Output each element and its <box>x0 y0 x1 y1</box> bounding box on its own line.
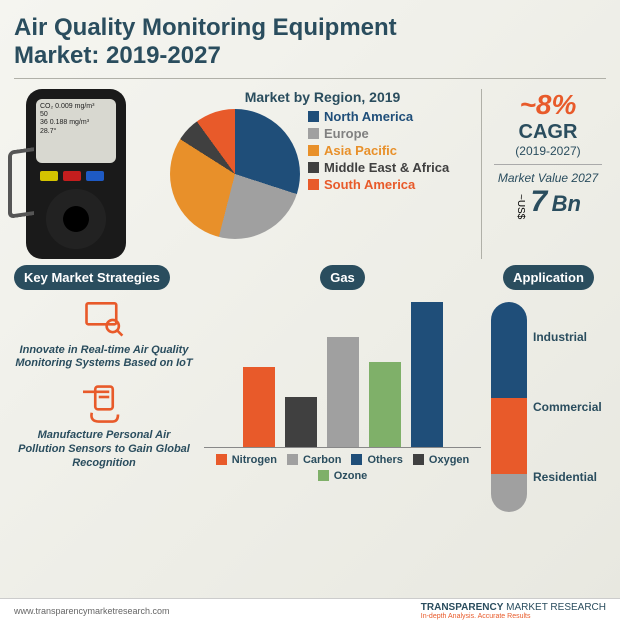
cagr-label: CAGR <box>490 121 606 144</box>
cagr-period: (2019-2027) <box>490 144 606 158</box>
pie-chart-title: Market by Region, 2019 <box>170 89 475 105</box>
page-title-line2: Market: 2019-2027 <box>14 42 606 70</box>
gas-bar <box>369 362 401 447</box>
gas-legend: Nitrogen Carbon Others Oxygen Ozone <box>204 454 481 482</box>
region-pie-chart <box>170 109 300 239</box>
gas-bar <box>411 302 443 447</box>
strategies-header: Key Market Strategies <box>14 265 170 290</box>
application-panel: Application Industrial Commercial Resident… <box>491 265 606 512</box>
gas-bar <box>243 367 275 447</box>
application-label: Commercial <box>533 400 602 414</box>
application-label: Residential <box>533 470 602 484</box>
footer-url: www.transparencymarketresearch.com <box>14 606 170 616</box>
application-labels: Industrial Commercial Residential <box>533 302 602 512</box>
gas-bar <box>285 397 317 447</box>
page-title-line1: Air Quality Monitoring Equipment <box>14 14 606 42</box>
legend-item: Ozone <box>318 470 368 482</box>
application-segment <box>491 474 527 512</box>
legend-item: Oxygen <box>413 454 469 466</box>
footer: www.transparencymarketresearch.com TRANS… <box>0 598 620 622</box>
metrics-panel: ~8% CAGR (2019-2027) Market Value 2027 ~… <box>481 89 606 259</box>
strategy-item: Innovate in Real-time Air Quality Monito… <box>14 298 194 372</box>
footer-logo: TRANSPARENCY MARKET RESEARCH In-depth An… <box>421 602 606 620</box>
device-screen: CO₂ 0.009 mg/m³ 50 36 0.188 mg/m³ 28.7° <box>36 99 116 163</box>
region-legend: North America Europe Asia Pacific Middle Ea… <box>308 109 449 239</box>
legend-item: Others <box>351 454 402 466</box>
legend-item: Asia Pacific <box>308 143 449 158</box>
title-block: Air Quality Monitoring Equipment Market:… <box>14 14 606 70</box>
cagr-value: ~8% <box>490 89 606 121</box>
device-buttons <box>40 171 104 181</box>
strategies-panel: Key Market Strategies Innovate in Real-t… <box>14 265 194 512</box>
monitor-search-icon <box>83 298 125 340</box>
gas-chart-header: Gas <box>320 265 365 290</box>
gas-chart-panel: Gas Nitrogen Carbon Others Oxygen Ozone <box>204 265 481 512</box>
market-value: ~US$ 7 Bn <box>490 185 606 219</box>
legend-item: South America <box>308 177 449 192</box>
title-divider <box>14 78 606 79</box>
legend-item: Carbon <box>287 454 342 466</box>
application-header: Application <box>503 265 594 290</box>
application-segment <box>491 302 527 399</box>
legend-item: Europe <box>308 126 449 141</box>
gas-bar <box>327 337 359 447</box>
gas-bar-chart <box>204 298 481 448</box>
application-stacked-bar <box>491 302 527 512</box>
application-label: Industrial <box>533 330 602 344</box>
device-illustration: CO₂ 0.009 mg/m³ 50 36 0.188 mg/m³ 28.7° <box>14 89 164 259</box>
device-speaker-icon <box>46 189 106 249</box>
application-segment <box>491 398 527 474</box>
legend-item: North America <box>308 109 449 124</box>
legend-item: Nitrogen <box>216 454 277 466</box>
strategy-item: Manufacture Personal Air Pollution Senso… <box>14 383 194 470</box>
market-value-label: Market Value 2027 <box>490 171 606 185</box>
legend-item: Middle East & Africa <box>308 160 449 175</box>
sensor-hand-icon <box>83 383 125 425</box>
